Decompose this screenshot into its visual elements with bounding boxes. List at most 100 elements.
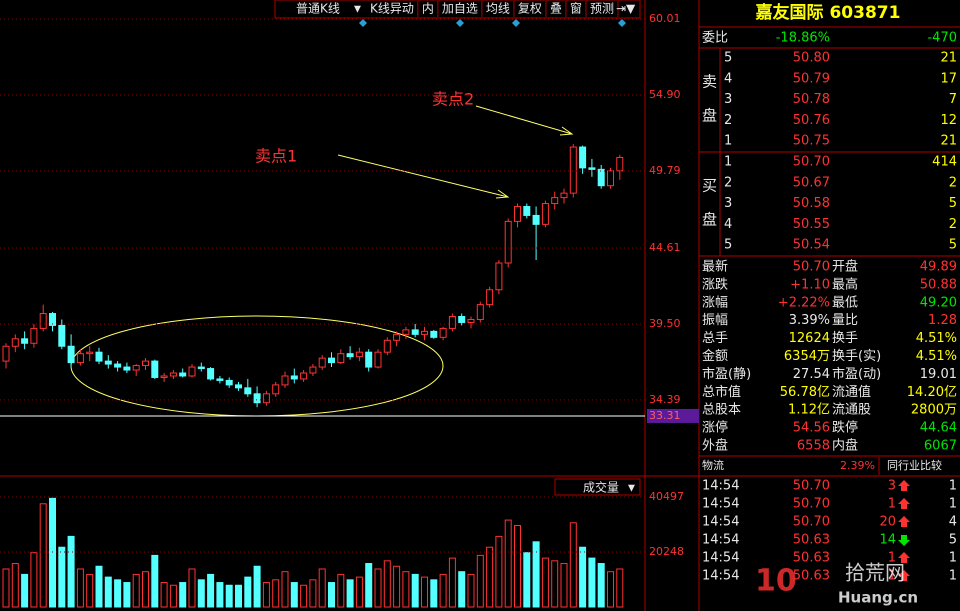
tick-volume: 20 <box>879 515 896 530</box>
candle-body <box>2 345 10 362</box>
stat-value: 1.28 <box>928 313 957 328</box>
tick-price: 50.70 <box>793 479 830 494</box>
level: 3 <box>724 196 732 211</box>
stat-label: 最低 <box>832 295 858 310</box>
candle-body <box>318 357 326 368</box>
candle-body <box>439 327 447 338</box>
stat-value: 44.64 <box>920 421 957 436</box>
markers <box>359 19 626 27</box>
candle-body <box>262 393 270 404</box>
base-label-bg <box>647 408 699 423</box>
stat-label: 市盈(静) <box>702 366 751 382</box>
volume-selector[interactable] <box>554 478 641 496</box>
volume: 2 <box>949 217 957 232</box>
toolbar-button[interactable]: 窗 <box>570 2 582 16</box>
stat-value: 4.51% <box>916 331 957 346</box>
tick-volume: 1 <box>888 497 896 512</box>
candle-body <box>495 262 503 291</box>
volume-bar <box>448 557 456 608</box>
level: 3 <box>724 92 732 107</box>
volume-bar <box>393 565 401 608</box>
level: 2 <box>724 113 732 128</box>
candle-body <box>355 351 363 358</box>
candle-body <box>151 360 159 378</box>
volume-bar <box>160 582 168 608</box>
y-tick-label: 39.50 <box>649 317 681 330</box>
volume-bar <box>579 546 587 608</box>
volume: 21 <box>940 134 957 149</box>
dropdown[interactable]: ▼ <box>354 5 361 15</box>
stat-label: 最新 <box>702 259 728 275</box>
volume: 7 <box>949 92 957 107</box>
v-tick-label: 40497 <box>649 490 684 503</box>
volume-bar <box>569 522 577 608</box>
volume-bar <box>86 573 94 608</box>
dropdown[interactable]: ▼ <box>628 484 635 494</box>
candle-body <box>188 366 196 377</box>
volume-bar <box>188 568 196 608</box>
volume-bar <box>207 573 215 608</box>
tick-volume: 1 <box>888 551 896 566</box>
candle-body <box>393 333 401 341</box>
candle-body <box>160 375 168 378</box>
y-tick-label: 49.79 <box>649 164 681 177</box>
stat-label: 跌停 <box>832 420 858 436</box>
candle-body <box>244 387 252 395</box>
toolbar-button[interactable]: ⇥▼ <box>616 2 636 16</box>
toolbar-button[interactable]: 均线 <box>486 2 510 16</box>
candle-body <box>337 353 345 364</box>
toolbar-button[interactable]: 叠 <box>550 2 562 16</box>
volume-bar <box>355 576 363 608</box>
volume-bar <box>179 582 187 608</box>
stat-label: 开盘 <box>832 259 858 275</box>
y-tick-label: 60.01 <box>649 12 681 25</box>
candle-body <box>290 375 298 380</box>
volume-bar <box>514 525 521 608</box>
candle-body <box>328 357 335 364</box>
tick-count: 1 <box>949 497 957 512</box>
candle-body <box>216 378 224 381</box>
tick-arrow <box>898 535 910 546</box>
tick-price: 50.63 <box>793 551 830 566</box>
stock-title: 嘉友国际 603871 <box>755 2 901 23</box>
price: 50.55 <box>793 217 830 232</box>
volume-bar <box>281 571 289 608</box>
base-label: 33.31 <box>649 409 681 422</box>
candle-body <box>235 384 242 389</box>
candle-body <box>569 146 577 194</box>
toolbar-button[interactable]: 内 <box>422 2 434 16</box>
volume: 414 <box>932 155 957 170</box>
volume-bar <box>169 584 177 608</box>
toolbar-button[interactable]: 普通K线 <box>296 2 340 16</box>
y-tick-label: 44.61 <box>649 241 681 254</box>
toolbar-button[interactable]: K线异动 <box>370 2 414 16</box>
toolbar-button[interactable]: 复权 <box>518 2 542 16</box>
candle-body <box>476 304 484 320</box>
stat-value: 4.51% <box>916 349 957 364</box>
volume-bar <box>262 582 270 608</box>
tick-arrow <box>898 552 910 563</box>
stat-value: 3.39% <box>789 313 830 328</box>
level: 5 <box>724 51 732 66</box>
watermark-logo: 10 <box>755 564 797 599</box>
panel-lines <box>699 26 960 477</box>
stat-value: 2800万 <box>911 403 957 418</box>
volume-bar <box>123 582 131 608</box>
volume: 2 <box>949 175 957 190</box>
stat-value: 56.78亿 <box>780 385 830 400</box>
stat-label: 振幅 <box>702 313 728 328</box>
candle-body <box>411 329 419 335</box>
stat-label: 总市值 <box>702 384 741 400</box>
candle-body <box>514 206 521 222</box>
arrows <box>337 105 574 199</box>
toolbar-button[interactable]: 加自选 <box>442 2 478 16</box>
volume-bar <box>318 568 326 608</box>
stat-value: 6354万 <box>784 349 830 364</box>
volume-bar <box>216 582 224 608</box>
compare-button[interactable]: 同行业比较 <box>887 458 942 472</box>
tick-count: 5 <box>949 533 957 548</box>
volume-bar <box>588 557 596 608</box>
stat-value: 1.12亿 <box>788 403 830 418</box>
toolbar-button[interactable]: 预测 <box>590 2 614 16</box>
